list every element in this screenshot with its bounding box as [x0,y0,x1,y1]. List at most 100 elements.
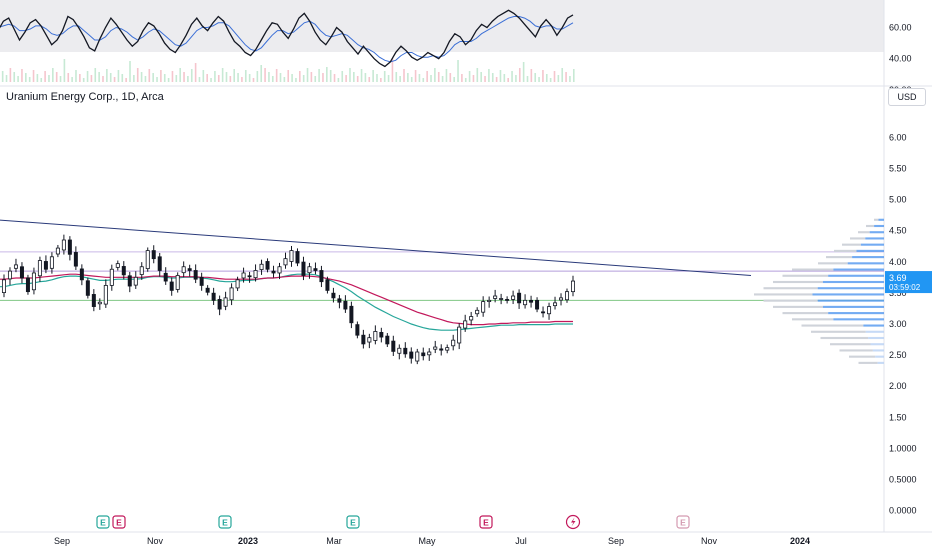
volume-bar [472,75,475,82]
volume-profile-bar [865,237,884,240]
volume-bar [71,77,73,82]
volume-bar [542,70,544,82]
candle [379,331,384,338]
earnings-event-icon[interactable] [346,515,360,529]
earnings-event-icon[interactable] [218,515,232,529]
rsi-band-background [0,0,884,52]
volume-bar [573,69,575,82]
volume-bar [430,75,432,82]
volume-profile-bar [872,349,884,352]
volume-profile-bar [782,274,829,277]
price-axis-tick-label: 2.00 [889,381,907,391]
candle [559,297,564,301]
candle [343,300,348,310]
earnings-event-icon[interactable] [112,515,126,529]
volume-bar [21,69,23,82]
volume-bar [318,69,320,82]
volume-bar [399,76,401,82]
time-axis-tick-label: Nov [701,536,718,546]
trendline[interactable] [0,219,752,276]
earnings-event-icon[interactable] [479,515,493,529]
volume-bar [410,77,413,82]
volume-bar [491,73,494,82]
volume-profile-bar [763,287,818,290]
time-axis-tick-label: Mar [326,536,342,546]
volume-bar [67,73,70,82]
volume-bar [79,74,81,82]
volume-bar [86,71,89,82]
candle [229,287,234,301]
volume-profile-bar [773,280,823,284]
volume-profile-bar [858,361,878,364]
volume-bar [349,68,351,82]
candle [403,347,408,355]
candle [7,270,12,280]
candle [445,347,450,351]
time-axis-tick-label: Sep [54,536,70,546]
volume-profile-bar [801,324,864,327]
volume-bar [530,69,533,82]
volume-bar [9,68,12,82]
volume-bar [225,72,228,82]
candle [367,337,372,343]
volume-profile-bar [811,330,866,333]
candle [385,335,390,345]
candle [241,272,246,279]
candle [253,270,258,279]
candle [325,279,330,291]
volume-bar [511,71,513,82]
volume-profile-bar [828,312,884,315]
earnings-event-letter: E [680,518,686,528]
candle [535,299,540,310]
price-axis-tick-label: 5.00 [889,195,907,205]
candle [457,326,462,344]
candle [169,281,174,291]
candle [331,292,336,299]
candle [37,260,42,277]
currency-button[interactable]: USD [888,88,926,106]
price-axis-tick-label: 0.0000 [889,506,917,516]
earnings-event-icon[interactable] [676,515,690,529]
volume-profile-bar [866,224,875,228]
volume-bar [133,75,135,82]
candle [67,239,72,255]
candle [211,292,216,301]
volume-bar [368,77,371,82]
volume-bar [364,73,367,82]
volume-bar [426,71,428,82]
volume-bar [63,59,66,82]
volume-profile-bar [817,287,884,290]
candle [271,270,276,274]
rsi-ma-line [0,16,574,63]
volume-bar [98,72,100,82]
volume-bar [283,77,286,82]
candle [475,309,480,315]
volume-bar [422,78,425,82]
candle [13,264,18,269]
volume-bar [360,69,363,82]
volume-bar [534,73,537,82]
earnings-event-letter: E [222,518,228,528]
candle [217,299,222,310]
volume-bar [306,68,309,82]
volume-bar [461,74,463,82]
volume-bar [333,74,336,82]
volume-bar [52,68,54,82]
volume-bar [484,76,486,82]
volume-profile-bar [878,218,884,221]
earnings-event-icon[interactable] [96,515,110,529]
volume-bar [515,75,517,82]
candle [109,268,114,286]
symbol-title[interactable]: Uranium Energy Corp., 1D, Arca [6,91,164,103]
volume-profile-bar [877,361,884,364]
volume-profile-bar [868,336,884,340]
candle [295,251,300,264]
price-axis-tick-label: 1.0000 [889,443,917,453]
volume-bar [302,75,305,82]
price-axis-tick-label: 4.00 [889,257,907,267]
candle [61,239,66,251]
volume-profile-bar [826,256,853,259]
candle [151,250,156,260]
volume-bar [407,73,409,82]
